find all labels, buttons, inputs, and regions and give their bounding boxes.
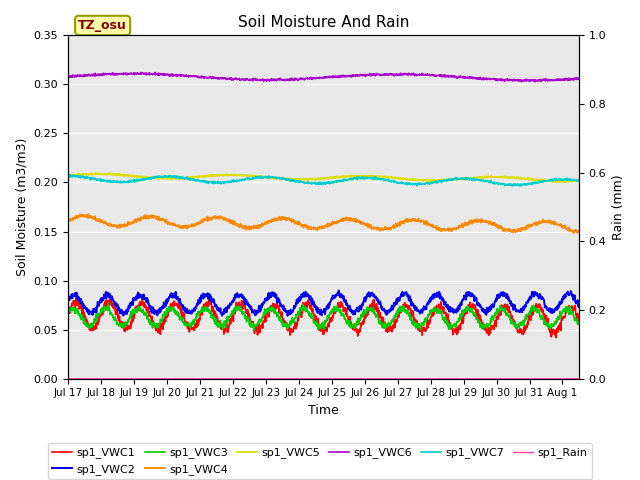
Legend: sp1_VWC1, sp1_VWC2, sp1_VWC3, sp1_VWC4, sp1_VWC5, sp1_VWC6, sp1_VWC7, sp1_Rain: sp1_VWC1, sp1_VWC2, sp1_VWC3, sp1_VWC4, …	[48, 443, 592, 479]
Line: sp1_VWC7: sp1_VWC7	[68, 175, 579, 186]
sp1_VWC7	[64, 172, 72, 178]
sp1_VWC5	[92, 170, 99, 176]
sp1_VWC2	[125, 306, 132, 312]
sp1_VWC7	[125, 179, 132, 185]
Line: sp1_VWC2: sp1_VWC2	[68, 290, 579, 316]
sp1_VWC5	[301, 177, 308, 182]
sp1_VWC6	[104, 72, 111, 77]
sp1_VWC7	[66, 172, 74, 178]
Line: sp1_VWC6: sp1_VWC6	[68, 72, 579, 82]
sp1_VWC3	[575, 322, 583, 327]
sp1_VWC6	[125, 71, 132, 77]
sp1_VWC2	[282, 306, 289, 312]
sp1_VWC1	[104, 300, 112, 306]
sp1_VWC3	[282, 323, 289, 329]
Y-axis label: Rain (mm): Rain (mm)	[612, 174, 625, 240]
sp1_VWC4	[104, 222, 112, 228]
sp1_VWC3	[356, 318, 364, 324]
sp1_VWC7	[355, 175, 363, 181]
Line: sp1_VWC3: sp1_VWC3	[68, 303, 579, 330]
sp1_VWC4	[125, 220, 132, 226]
Line: sp1_VWC1: sp1_VWC1	[68, 297, 579, 337]
sp1_VWC5	[125, 173, 132, 179]
sp1_VWC2	[301, 290, 308, 296]
sp1_VWC7	[292, 178, 300, 184]
sp1_VWC4	[84, 211, 92, 217]
sp1_VWC3	[292, 312, 300, 317]
Line: sp1_VWC5: sp1_VWC5	[68, 173, 579, 182]
sp1_VWC2	[64, 298, 72, 303]
sp1_VWC7	[508, 183, 516, 189]
sp1_Rain	[292, 376, 300, 382]
sp1_VWC6	[64, 74, 72, 80]
sp1_VWC7	[301, 180, 308, 185]
sp1_Rain	[64, 376, 72, 382]
sp1_Rain	[355, 376, 363, 382]
sp1_VWC6	[575, 75, 583, 81]
sp1_Rain	[125, 376, 132, 382]
sp1_VWC1	[282, 320, 289, 326]
sp1_VWC5	[292, 176, 300, 181]
Text: TZ_osu: TZ_osu	[78, 19, 127, 32]
sp1_VWC2	[575, 303, 583, 309]
sp1_VWC4	[301, 223, 308, 228]
sp1_VWC4	[575, 228, 583, 234]
sp1_Rain	[281, 376, 289, 382]
sp1_VWC1	[125, 324, 132, 330]
sp1_VWC6	[301, 76, 308, 82]
sp1_VWC5	[552, 180, 560, 185]
sp1_VWC6	[531, 79, 539, 84]
sp1_VWC1	[575, 317, 583, 323]
sp1_VWC3	[301, 305, 309, 311]
sp1_VWC3	[104, 308, 111, 313]
sp1_Rain	[104, 376, 111, 382]
sp1_VWC4	[292, 219, 300, 225]
sp1_VWC3	[104, 300, 112, 306]
sp1_VWC3	[125, 318, 132, 324]
sp1_VWC1	[355, 328, 363, 334]
sp1_VWC4	[64, 217, 72, 223]
sp1_VWC2	[356, 304, 364, 310]
sp1_VWC2	[218, 313, 226, 319]
sp1_VWC6	[152, 70, 159, 75]
sp1_VWC4	[282, 216, 289, 221]
sp1_VWC2	[292, 302, 300, 308]
sp1_VWC5	[575, 178, 583, 184]
Y-axis label: Soil Moisture (m3/m3): Soil Moisture (m3/m3)	[15, 138, 28, 276]
sp1_VWC3	[64, 306, 72, 312]
sp1_Rain	[575, 376, 583, 382]
sp1_VWC6	[292, 75, 300, 81]
sp1_VWC1	[292, 326, 300, 332]
sp1_VWC5	[282, 176, 289, 181]
sp1_VWC6	[282, 77, 289, 83]
sp1_VWC1	[72, 294, 80, 300]
sp1_VWC5	[355, 173, 363, 179]
sp1_VWC2	[335, 288, 342, 293]
sp1_VWC1	[64, 308, 72, 314]
X-axis label: Time: Time	[308, 404, 339, 417]
sp1_VWC7	[104, 178, 112, 184]
sp1_VWC5	[64, 172, 72, 178]
Line: sp1_VWC4: sp1_VWC4	[68, 214, 579, 233]
sp1_VWC2	[104, 292, 111, 298]
sp1_VWC6	[355, 73, 363, 79]
sp1_VWC5	[104, 170, 112, 176]
sp1_VWC7	[282, 176, 289, 182]
sp1_VWC3	[250, 327, 258, 333]
sp1_VWC1	[301, 300, 308, 306]
sp1_VWC1	[552, 335, 559, 340]
Title: Soil Moisture And Rain: Soil Moisture And Rain	[238, 15, 409, 30]
sp1_VWC4	[355, 219, 363, 225]
sp1_VWC7	[575, 178, 583, 183]
sp1_Rain	[301, 376, 308, 382]
sp1_VWC4	[570, 230, 577, 236]
